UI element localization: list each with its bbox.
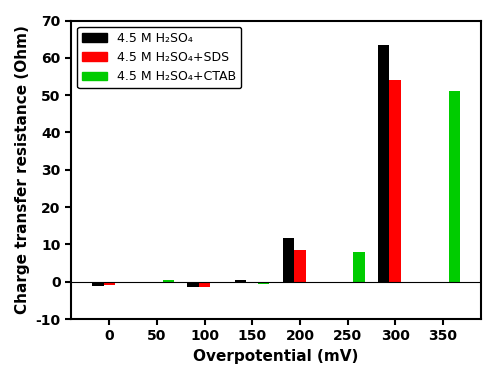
- Bar: [258, 282, 269, 283]
- Bar: [378, 45, 389, 282]
- Bar: [163, 280, 174, 282]
- Bar: [283, 238, 294, 282]
- X-axis label: Overpotential (mV): Overpotential (mV): [193, 349, 359, 364]
- Legend: 4.5 M H₂SO₄, 4.5 M H₂SO₄+SDS, 4.5 M H₂SO₄+CTAB: 4.5 M H₂SO₄, 4.5 M H₂SO₄+SDS, 4.5 M H₂SO…: [77, 27, 242, 88]
- Y-axis label: Charge transfer resistance (Ohm): Charge transfer resistance (Ohm): [15, 25, 30, 314]
- Bar: [294, 250, 306, 282]
- Bar: [353, 252, 365, 282]
- Bar: [92, 282, 104, 286]
- Bar: [104, 282, 115, 285]
- Bar: [389, 80, 401, 282]
- Bar: [199, 282, 210, 287]
- Bar: [235, 280, 247, 282]
- Bar: [448, 91, 460, 282]
- Bar: [187, 282, 199, 287]
